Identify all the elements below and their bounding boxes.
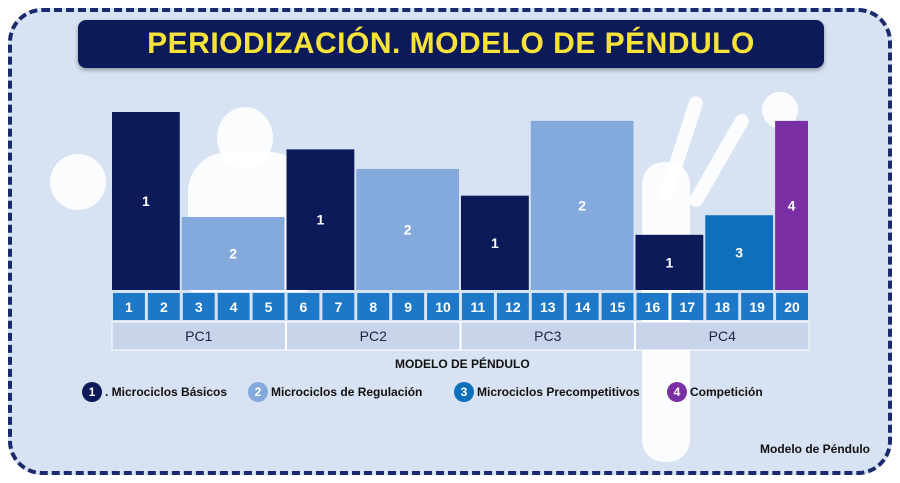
week-label: 19: [749, 299, 765, 315]
legend-item-precompetitive: 3 Microciclos Precompetitivos: [454, 382, 640, 402]
bar-label: 1: [491, 235, 499, 251]
week-label: 4: [230, 299, 238, 315]
bar-label: 2: [578, 197, 586, 213]
week-tile: [462, 293, 494, 320]
bar-block: [461, 195, 529, 290]
legend-item-regulation: 2 Microciclos de Regulación: [248, 382, 422, 402]
week-label: 11: [471, 299, 486, 315]
week-tile: [287, 293, 320, 320]
bar-label: 1: [317, 212, 325, 228]
week-label: 16: [645, 299, 661, 315]
legend-label-3: Microciclos Precompetitivos: [477, 385, 640, 399]
week-label: 20: [784, 299, 800, 315]
week-tile: [113, 293, 145, 320]
bar-block: [181, 217, 285, 290]
week-label: 14: [575, 299, 591, 315]
week-tile: [671, 293, 704, 320]
phase-label: PC1: [185, 328, 212, 344]
phase-label: PC2: [360, 328, 387, 344]
week-label: 13: [540, 299, 556, 315]
title-banner: PERIODIZACIÓN. MODELO DE PÉNDULO: [78, 20, 824, 68]
legend-label-1: . Microciclos Básicos: [105, 385, 228, 399]
bar-block: [112, 112, 180, 290]
bar-block: [635, 234, 704, 290]
phase-band: [635, 321, 810, 351]
week-label: 5: [265, 299, 273, 315]
credit-label: Modelo de Péndulo: [760, 442, 870, 456]
legend-label-4: Competición: [690, 385, 763, 399]
legend-badge-2: 2: [248, 382, 268, 402]
legend-badge-1: 1: [82, 382, 102, 402]
bar-label: 2: [404, 221, 412, 237]
week-label: 12: [505, 299, 521, 315]
bar-block: [286, 149, 355, 290]
bar-block: [356, 168, 459, 290]
week-tile: [706, 293, 739, 320]
legend-badge-4: 4: [667, 382, 687, 402]
legend-item-competition: 4 Competición: [667, 382, 763, 402]
bar-label: 3: [735, 245, 743, 261]
week-tile: [636, 293, 669, 320]
bar-label: 4: [788, 197, 796, 213]
week-tile: [322, 293, 355, 320]
week-label: 17: [680, 299, 696, 315]
week-label: 6: [300, 299, 308, 315]
bar-label: 2: [229, 246, 237, 262]
week-tile: [217, 293, 250, 320]
chart-caption: MODELO DE PÉNDULO: [395, 357, 530, 371]
phase-label: PC3: [534, 328, 561, 344]
phase-band: [286, 321, 461, 351]
legend-item-basic: 1 . Microciclos Básicos: [82, 382, 227, 402]
week-label: 10: [435, 299, 451, 315]
week-tile: [392, 293, 425, 320]
week-label: 2: [160, 299, 168, 315]
bar-label: 1: [142, 193, 150, 209]
page-title: PERIODIZACIÓN. MODELO DE PÉNDULO: [147, 27, 755, 60]
phase-band: [460, 321, 635, 351]
week-label: 3: [195, 299, 203, 315]
week-tile: [427, 293, 459, 320]
week-tile: [182, 293, 215, 320]
ball-left-icon: [50, 154, 106, 210]
week-label: 18: [714, 299, 730, 315]
week-tile: [776, 293, 808, 320]
week-label: 1: [125, 299, 133, 315]
legend-badge-3: 3: [454, 382, 474, 402]
bar-label: 1: [666, 254, 674, 270]
bar-block: [775, 120, 808, 291]
bar-block: [705, 215, 774, 290]
week-tile: [496, 293, 529, 320]
legend-label-2: Microciclos de Regulación: [271, 385, 423, 399]
week-label: 7: [334, 299, 342, 315]
week-tile: [741, 293, 774, 320]
week-tile: [357, 293, 390, 320]
week-tile: [147, 293, 180, 320]
bar-block: [530, 120, 634, 291]
week-tile: [531, 293, 564, 320]
week-label: 9: [404, 299, 412, 315]
phase-label: PC4: [709, 328, 736, 344]
week-label: 8: [369, 299, 377, 315]
week-label: 15: [610, 299, 626, 315]
week-tile: [566, 293, 599, 320]
phase-band: [111, 321, 286, 351]
week-tile: [601, 293, 634, 320]
week-tile: [252, 293, 285, 320]
